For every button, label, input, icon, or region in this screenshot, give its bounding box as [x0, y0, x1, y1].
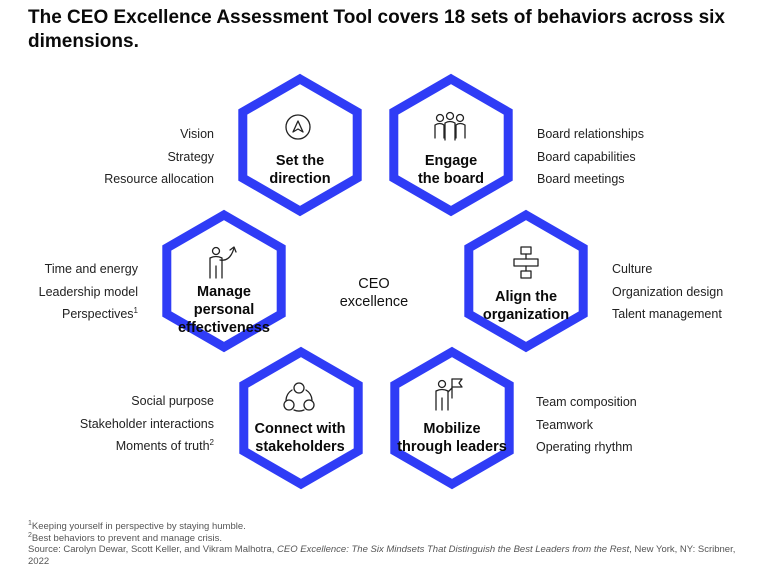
compass-arrow-icon: [285, 114, 311, 140]
behavior-item: Organization design: [612, 284, 724, 299]
hex-label-line: organization: [482, 307, 570, 323]
hexagon-connect-with-stakeholders: [239, 346, 363, 490]
behavior-item: Talent management: [612, 307, 722, 321]
hex-label-line: Engage: [424, 153, 478, 169]
behavior-item: Vision: [180, 127, 214, 141]
behavior-item: Operating rhythm: [536, 440, 633, 454]
footnote-text: Keeping yourself in perspective by stayi…: [31, 521, 246, 532]
hex-label-mobilize-through-leaders: Mobilize through leaders: [388, 420, 516, 456]
footnote-mark: 2: [28, 531, 32, 539]
hex-label-line: the board: [417, 171, 485, 187]
person-growth-arrow-icon: [209, 246, 237, 279]
behaviors-manage-personal-effectiveness: Time and energy Leadership model Perspec…: [10, 258, 138, 326]
footnote-mark: 1: [28, 519, 32, 527]
behavior-item: Perspectives1: [10, 303, 138, 326]
hex-label-line: Mobilize: [423, 421, 481, 437]
behavior-item: Moments of truth2: [40, 435, 214, 458]
behaviors-engage-the-board: Board relationships Board capabilities B…: [537, 123, 737, 191]
footnote-mark: 2: [209, 437, 214, 447]
hex-label-line: stakeholders: [255, 439, 345, 455]
behaviors-set-the-direction: Vision Strategy Resource allocation: [40, 123, 214, 191]
hex-label-set-the-direction: Set the direction: [248, 152, 352, 188]
behavior-item: Strategy: [167, 149, 214, 164]
source-citation: Source: Carolyn Dewar, Scott Keller, and…: [28, 544, 748, 567]
behavior-item: Social purpose: [131, 394, 214, 408]
hexagon-mobilize-through-leaders: [390, 346, 514, 490]
footnote-text: Best behaviors to prevent and manage cri…: [31, 532, 223, 544]
center-label-line: CEO: [358, 276, 390, 292]
hexagon-layer: [162, 73, 588, 490]
behavior-item: Time and energy: [44, 262, 138, 276]
behavior-item: Culture: [612, 262, 653, 276]
hex-label-line: Connect with: [254, 421, 346, 437]
hex-label-align-the-organization: Align the organization: [471, 288, 581, 324]
behavior-text: Moments of truth: [115, 439, 210, 453]
icon-layer: [209, 111, 539, 412]
hexagon-manage-personal-effectiveness: [162, 209, 286, 353]
hex-label-line: Set the: [275, 153, 325, 169]
hexagon-engage-the-board: [389, 73, 513, 217]
behavior-item: Team composition: [536, 395, 637, 409]
hex-label-line: Align the: [494, 289, 558, 305]
hexagon-align-the-organization: [464, 209, 588, 353]
connected-people-icon: [283, 382, 315, 412]
behaviors-connect-with-stakeholders: Social purpose Stakeholder interactions …: [40, 390, 214, 458]
behavior-item: Leadership model: [38, 284, 138, 299]
source-prefix: Source: Carolyn Dewar, Scott Keller, and…: [28, 544, 278, 555]
person-with-flag-icon: [435, 378, 463, 411]
behavior-item: Resource allocation: [104, 172, 214, 186]
hex-label-line: through leaders: [397, 439, 507, 455]
hex-label-connect-with-stakeholders: Connect with stakeholders: [244, 420, 356, 456]
hexagon-set-the-direction: [238, 73, 362, 217]
behavior-item: Board relationships: [537, 127, 645, 141]
hex-label-line: direction: [269, 171, 331, 187]
behavior-item: Board meetings: [537, 172, 625, 186]
hex-label-engage-the-board: Engage the board: [399, 152, 503, 188]
page-title: The CEO Excellence Assessment Tool cover…: [28, 7, 725, 52]
behaviors-align-the-organization: Culture Organization design Talent manag…: [612, 258, 762, 326]
behaviors-mobilize-through-leaders: Team composition Teamwork Operating rhyt…: [536, 391, 736, 459]
group-of-people-icon: [434, 111, 466, 141]
behavior-item: Board capabilities: [537, 149, 636, 164]
center-label-ceo-excellence: CEO excellence: [324, 275, 424, 311]
behavior-item: Teamwork: [536, 417, 593, 432]
footnote-1: 1Keeping yourself in perspective by stay…: [28, 519, 748, 533]
footnotes: 1Keeping yourself in perspective by stay…: [28, 519, 748, 567]
center-label-line: excellence: [339, 294, 409, 310]
behavior-text: Perspectives: [61, 307, 134, 321]
hex-label-line: effectiveness: [178, 320, 270, 336]
source-suffix: , New York, NY: Scribner, 2022: [28, 544, 736, 567]
hex-label-manage-personal-effectiveness: Manage personal effectiveness: [168, 283, 280, 337]
footnote-2: 2Best behaviors to prevent and manage cr…: [28, 531, 748, 545]
org-chart-icon: [513, 246, 539, 279]
source-book-title: CEO Excellence: The Six Mindsets That Di…: [277, 544, 630, 555]
hex-label-line: personal: [193, 302, 255, 318]
hex-label-line: Manage: [197, 284, 251, 300]
behavior-item: Stakeholder interactions: [79, 416, 214, 431]
footnote-mark: 1: [133, 305, 138, 315]
